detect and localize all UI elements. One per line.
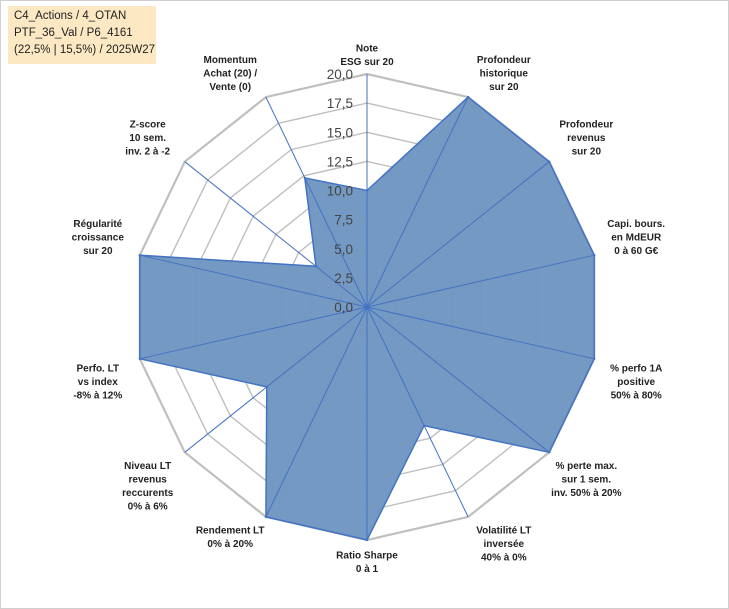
axis-label-6: % perte max. sur 1 sem. inv. 50% à 20% <box>551 461 622 499</box>
info-line-1: C4_Actions / 4_OTAN <box>14 10 127 22</box>
axis-label-line: Perfo. LT <box>77 363 120 374</box>
axis-label-12: Régularité croissance sur 20 <box>72 219 125 257</box>
axis-label-line: revenus <box>129 474 168 485</box>
axis-label-line: Capi. bours. <box>607 219 665 230</box>
tick-label: 7,5 <box>334 213 353 228</box>
radar-tick-labels: 0,0 2,5 5,0 7,5 10,0 12,5 15,0 17,5 20,0 <box>327 67 353 315</box>
axis-label-line: 0 à 1 <box>356 564 379 575</box>
axis-label-line: en MdEUR <box>611 233 662 244</box>
axis-label-line: revenus <box>567 133 606 144</box>
axis-label-line: Profondeur <box>559 120 613 131</box>
axis-label-line: Vente (0) <box>209 82 251 93</box>
axis-label-line: sur 20 <box>83 246 113 257</box>
radar-axis-labels: Note ESG sur 20 Profondeur historique sur 20… <box>72 44 666 576</box>
axis-label-line: Niveau LT <box>124 461 171 472</box>
axis-label-line: -8% à 12% <box>73 390 122 401</box>
axis-label-13: Z-score 10 sem. inv. 2 à -2 <box>125 120 170 158</box>
axis-label-line: 10 sem. <box>129 133 166 144</box>
axis-label-line: inv. 50% à 20% <box>551 488 622 499</box>
axis-label-line: Note <box>356 44 379 55</box>
axis-label-line: ESG sur 20 <box>340 57 394 68</box>
tick-label: 15,0 <box>327 125 353 140</box>
axis-label-line: Régularité <box>73 219 122 230</box>
axis-label-4: Capi. bours. en MdEUR 0 à 60 G€ <box>607 219 665 257</box>
axis-label-line: Profondeur <box>477 55 531 66</box>
axis-label-line: reccurents <box>122 488 174 499</box>
spoke-7 <box>366 306 469 518</box>
tick-label: 20,0 <box>327 67 353 82</box>
axis-label-line: croissance <box>72 233 125 244</box>
axis-label-line: 0 à 60 G€ <box>614 246 658 257</box>
axis-label-line: % perfo 1A <box>610 363 662 374</box>
axis-label-9: Rendement LT 0% à 20% <box>196 525 265 550</box>
axis-label-line: 0% à 20% <box>207 539 253 550</box>
spoke-10 <box>184 306 368 453</box>
tick-label: 12,5 <box>327 154 353 169</box>
axis-label-line: vs index <box>78 377 118 388</box>
axis-label-line: % perte max. <box>555 461 617 472</box>
spoke-4 <box>366 254 595 308</box>
tick-label: 2,5 <box>334 271 353 286</box>
spoke-5 <box>366 306 595 360</box>
axis-label-line: inv. 2 à -2 <box>125 147 170 158</box>
axis-label-line: inversée <box>484 539 525 550</box>
spoke-13 <box>184 161 368 308</box>
axis-label-line: Z-score <box>130 120 167 131</box>
axis-label-line: Rendement LT <box>196 525 265 536</box>
axis-label-line: sur 20 <box>489 82 519 93</box>
radar-spokes <box>139 74 595 540</box>
axis-label-line: 40% à 0% <box>481 552 527 563</box>
axis-label-11: Perfo. LT vs index -8% à 12% <box>73 363 122 401</box>
spoke-6 <box>366 306 550 453</box>
spoke-9 <box>265 306 368 518</box>
tick-label: 5,0 <box>334 242 353 257</box>
spoke-3 <box>366 161 550 308</box>
axis-label-line: Ratio Sharpe <box>336 551 398 562</box>
axis-label-5: % perfo 1A positive 50% à 80% <box>610 363 662 401</box>
axis-label-3: Profondeur revenus sur 20 <box>559 120 613 158</box>
axis-label-line: historique <box>480 69 529 80</box>
axis-label-line: Achat (20) / <box>203 69 257 80</box>
info-line-3: (22,5% | 15,5%) / 2025W27 <box>14 44 156 56</box>
info-box: C4_Actions / 4_OTAN PTF_36_Val / P6_4161… <box>8 6 156 64</box>
axis-label-line: sur 1 sem. <box>562 474 612 485</box>
tick-label: 0,0 <box>334 300 353 315</box>
axis-label-line: Momentum <box>204 55 257 66</box>
axis-label-2: Profondeur historique sur 20 <box>477 55 531 93</box>
axis-label-line: sur 20 <box>572 147 602 158</box>
spoke-2 <box>366 96 469 308</box>
axis-label-14: Momentum Achat (20) / Vente (0) <box>203 55 257 93</box>
axis-label-8: Ratio Sharpe 0 à 1 <box>336 551 398 576</box>
axis-label-line: Volatilité LT <box>476 525 531 536</box>
axis-label-10: Niveau LT revenus reccurents 0% à 6% <box>122 461 174 513</box>
axis-label-line: 0% à 6% <box>128 501 168 512</box>
info-line-2: PTF_36_Val / P6_4161 <box>14 27 133 39</box>
axis-label-7: Volatilité LT inversée 40% à 0% <box>476 525 531 563</box>
tick-label: 17,5 <box>327 96 353 111</box>
axis-label-1: Note ESG sur 20 <box>340 44 394 69</box>
axis-label-line: 50% à 80% <box>611 390 662 401</box>
tick-label: 10,0 <box>327 184 353 199</box>
spoke-12 <box>139 254 368 308</box>
axis-label-line: positive <box>617 377 655 388</box>
spoke-14 <box>265 96 368 308</box>
spoke-11 <box>139 306 368 360</box>
